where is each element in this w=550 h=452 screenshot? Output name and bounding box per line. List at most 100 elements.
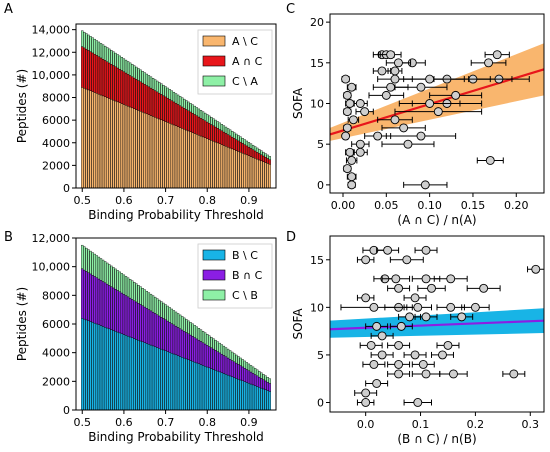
bar-segment [174, 325, 178, 356]
data-point [484, 58, 494, 68]
data-point [416, 82, 426, 92]
bar-segment [212, 140, 215, 189]
bar-segment [95, 93, 98, 189]
bar-segment [193, 114, 196, 134]
chart-b: 0.5 0.6 0.7 0.8 0.9 0 2000 4000 6000 8000 10,000 12… [15, 232, 277, 444]
bar-segment [229, 135, 232, 149]
bar-segment [106, 283, 109, 329]
bar-segment [101, 281, 105, 327]
bar-segment [256, 147, 259, 153]
bar-segment [206, 138, 209, 189]
bar-segment [108, 62, 111, 99]
bar-segment [241, 152, 244, 189]
bar-segment [231, 376, 234, 411]
regression-line [330, 68, 544, 136]
bar-segment [245, 369, 248, 383]
bar-segment [256, 151, 259, 160]
bar-segment [195, 362, 198, 411]
bar-segment [206, 366, 209, 411]
y-tick-label: 14,000 [32, 24, 71, 37]
bar-segment [122, 71, 126, 105]
bar-segment [101, 44, 105, 60]
bar-segment [168, 307, 171, 323]
bar-segment [137, 339, 140, 411]
data-point [355, 139, 365, 149]
data-point [457, 312, 467, 322]
data-point [348, 115, 358, 125]
bar-segment [266, 377, 269, 383]
bar-segment [245, 154, 248, 189]
x-axis-label: (B ∩ C) / n(B) [397, 432, 476, 446]
x-tick-label: 0.2 [467, 418, 485, 431]
bar-segment [181, 97, 184, 108]
bar-segment [247, 363, 251, 371]
bar-segment [147, 344, 151, 411]
legend-label: A ∩ C [232, 55, 263, 68]
bar-segment [224, 356, 228, 375]
bar-segment [233, 149, 236, 189]
data-point [413, 398, 423, 407]
bar-segment [129, 106, 132, 189]
bar-segment [162, 302, 165, 319]
bar-segment [189, 131, 192, 189]
bar-segment [95, 255, 98, 278]
bar-segment [197, 328, 201, 341]
y-tick-label: 8000 [42, 289, 70, 302]
bar-segment [110, 265, 113, 287]
bar-segment [187, 101, 190, 111]
bar-segment [122, 294, 126, 335]
bar-segment [264, 162, 267, 189]
data-point [342, 90, 352, 100]
bar-segment [118, 102, 121, 189]
bar-segment [249, 365, 253, 373]
bar-segment [158, 118, 161, 189]
bar-segment [97, 278, 101, 325]
plot-frame [75, 23, 277, 189]
bar-segment [212, 338, 215, 350]
bar-segment [204, 120, 207, 138]
bar-segment [224, 133, 228, 147]
y-tick-label: 2000 [42, 159, 70, 172]
bar-segment [143, 289, 146, 308]
bar-segment [137, 68, 140, 81]
y-axis-label: Peptides (#) [15, 69, 29, 143]
data-point [361, 293, 371, 303]
bar-segment [260, 387, 263, 411]
bar-segment [133, 282, 136, 301]
bar-segment [139, 304, 142, 342]
bar-segment [247, 155, 251, 189]
bar-segment [214, 119, 217, 128]
bar-segment [156, 314, 159, 348]
bar-segment [116, 331, 119, 411]
x-tick-label: 0.00 [331, 199, 356, 212]
bar-segment [222, 355, 226, 374]
bar-segment [112, 65, 115, 101]
bar-segment [137, 110, 140, 189]
bar-segment [108, 264, 111, 286]
bar-segment [170, 323, 173, 354]
bar-segment [112, 330, 115, 411]
bar-segment [81, 87, 84, 189]
data-point [446, 302, 456, 312]
data-point [342, 123, 352, 133]
data-point [413, 302, 423, 312]
bar-segment [156, 91, 159, 119]
data-point [403, 139, 413, 149]
bar-segment [149, 115, 153, 189]
bar-segment [116, 101, 119, 189]
bar-segment [85, 48, 88, 90]
bar-segment [89, 321, 92, 411]
bar-segment [216, 341, 219, 352]
bar-segment [239, 141, 242, 153]
bar-segment [104, 327, 107, 411]
data-point [509, 369, 519, 379]
bar-segment [164, 304, 167, 320]
bar-segment [226, 146, 230, 189]
bar-segment [83, 269, 86, 320]
bar-segment [149, 76, 153, 89]
bar-segment [176, 126, 180, 189]
x-tick-label: 0.9 [240, 416, 258, 429]
bar-segment [131, 337, 134, 411]
chart-d: 0.0 0.1 0.2 0.3 0 5 10 15 (B ∩ C) / n(B) SOFA [291, 235, 545, 446]
data-point [361, 255, 371, 265]
